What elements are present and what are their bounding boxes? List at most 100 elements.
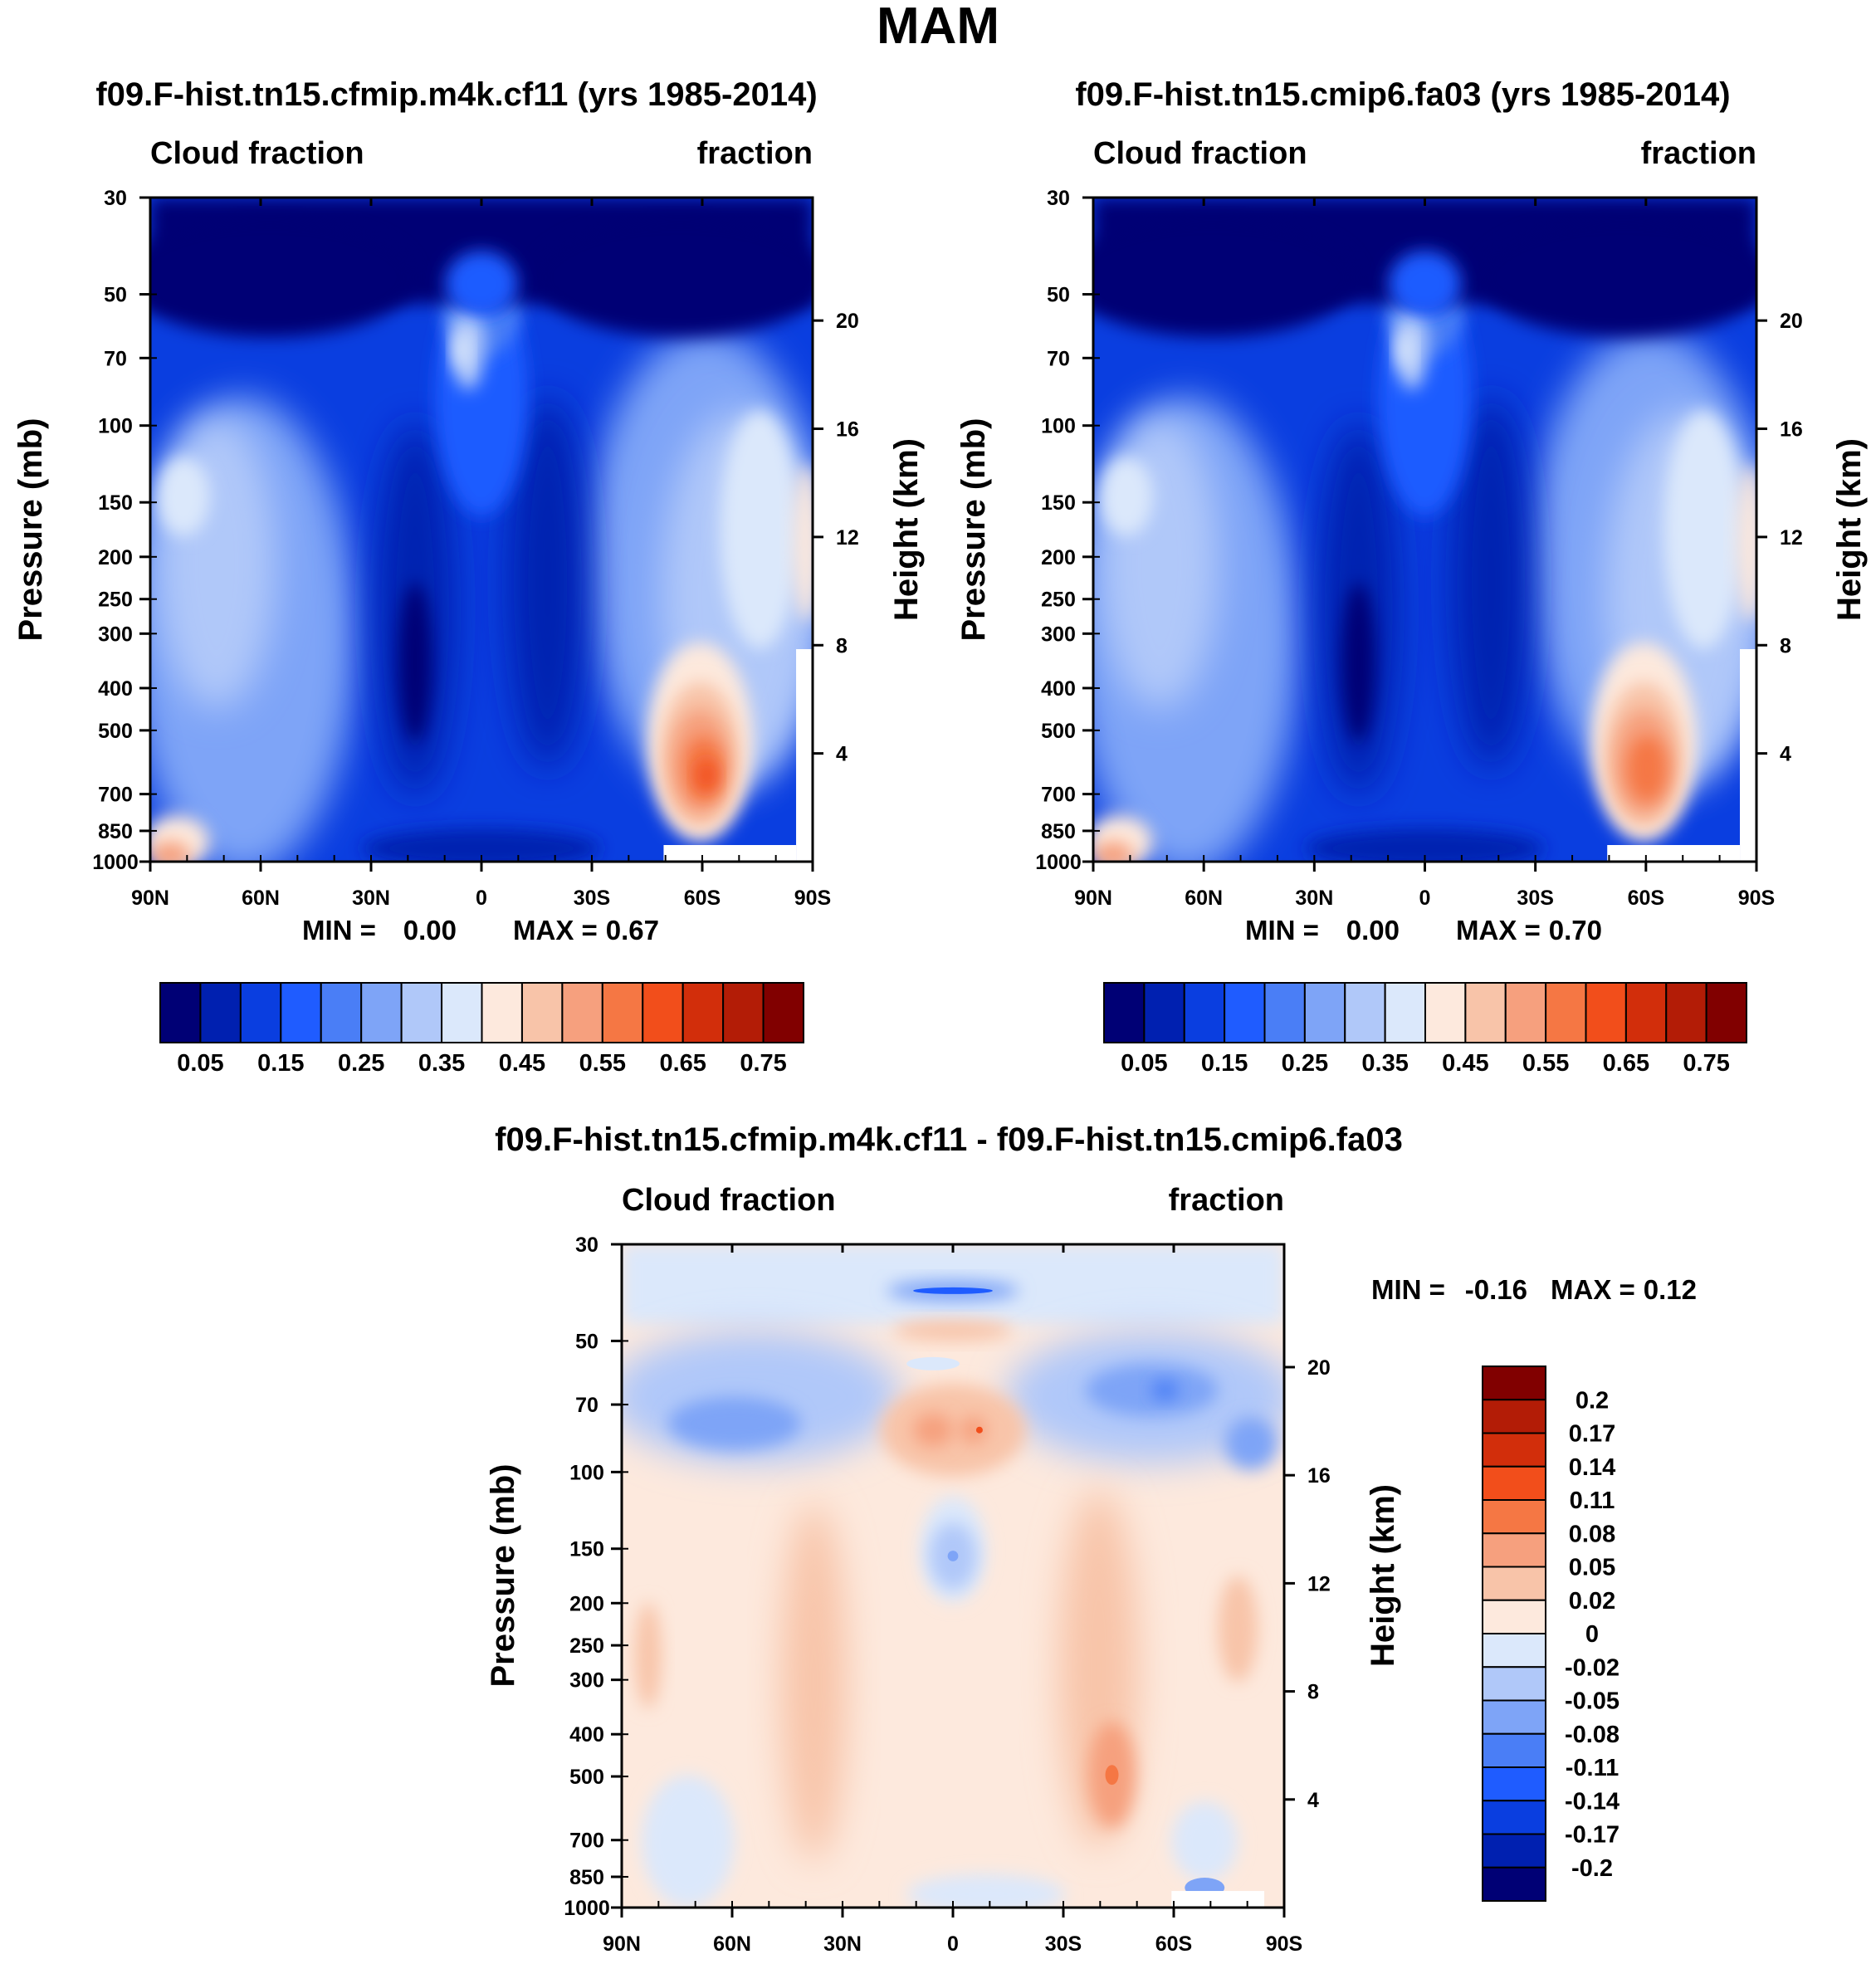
- colorbar-label: 0.11: [1570, 1488, 1615, 1514]
- min-value: 0.00: [1346, 915, 1400, 945]
- colorbar-label: -0.08: [1565, 1722, 1620, 1748]
- colorbar-label: 0.05: [1121, 1050, 1167, 1077]
- y-tick-label: 500: [569, 1766, 604, 1789]
- colorbar-box: [441, 982, 483, 1043]
- y-tick-label: 300: [569, 1669, 604, 1693]
- colorbar: 0.05 0.15 0.25 0.35 0.45 0.55 0.65 0.75: [1103, 982, 1747, 1077]
- contour-field: [622, 1244, 1284, 1908]
- panel-title: f09.F-hist.tn15.cfmip.m4k.cf11 (yrs 1985…: [95, 76, 817, 113]
- colorbar-label: -0.14: [1565, 1788, 1620, 1815]
- contour-region: [959, 1416, 986, 1444]
- contour-region: [150, 217, 416, 337]
- colorbar-box: [1482, 1599, 1546, 1634]
- y-tick-label: 50: [104, 284, 127, 307]
- missing-data: [1171, 1891, 1265, 1908]
- colorbar-box: [520, 982, 564, 1043]
- missing-data: [1607, 845, 1741, 862]
- colorbar-box: [320, 982, 363, 1043]
- y-tick-label: 100: [98, 415, 133, 438]
- x-tick-label: 90N: [131, 887, 169, 910]
- colorbar-box: [1183, 982, 1226, 1043]
- colorbar-box: [1482, 1465, 1546, 1501]
- missing-data: [796, 649, 813, 862]
- y-tick-label: 70: [104, 347, 127, 370]
- contour-region: [453, 330, 470, 370]
- colorbar-box: [642, 982, 684, 1043]
- height-tick-label: 12: [1780, 526, 1803, 550]
- height-tick-label: 20: [1780, 310, 1803, 333]
- colorbar-box: [239, 982, 282, 1043]
- y-tick-label: 30: [575, 1234, 598, 1257]
- contour-region: [534, 217, 813, 337]
- y-tick-label: 100: [569, 1461, 604, 1484]
- colorbar-box: [159, 982, 202, 1043]
- colorbar-box: [1624, 982, 1668, 1043]
- colorbar-box: [400, 982, 443, 1043]
- height-tick-label: 4: [1780, 743, 1791, 766]
- colorbar-box: [1665, 982, 1707, 1043]
- min-label: MIN =: [302, 915, 376, 945]
- colorbar-label: -0.05: [1565, 1688, 1620, 1715]
- y-tick-label: 400: [1041, 677, 1076, 701]
- colorbar-box: [1482, 1499, 1546, 1535]
- min-value: -0.16: [1465, 1274, 1527, 1305]
- colorbar-label: 0.45: [1442, 1050, 1488, 1077]
- contour-field: [150, 198, 813, 862]
- y-tick-label: 500: [1041, 720, 1076, 743]
- contour-region: [1305, 828, 1545, 862]
- contour-region: [780, 1502, 848, 1862]
- contour-region: [1099, 457, 1153, 536]
- y-tick-label: 150: [569, 1538, 604, 1561]
- contour-region: [1627, 735, 1668, 802]
- colorbar: 0.2 0.17 0.14 0.11 0.08 0.05 0.02 0 -0.02 -0.05 -0…: [1482, 1366, 1620, 1902]
- x-tick-label: 30S: [574, 887, 610, 910]
- colorbar-label: 0.65: [659, 1050, 706, 1077]
- colorbar-box: [1482, 1833, 1546, 1869]
- colorbar-box: [1263, 982, 1306, 1043]
- colorbar-box: [1482, 1766, 1546, 1802]
- y-tick-label: 200: [98, 546, 133, 569]
- colorbar-box: [1482, 1732, 1546, 1768]
- panel-title: f09.F-hist.tn15.cfmip.m4k.cf11 - f09.F-h…: [495, 1121, 1403, 1158]
- colorbar-label: 0.55: [1522, 1050, 1569, 1077]
- y-tick-label: 250: [1041, 589, 1076, 612]
- colorbar-box: [1143, 982, 1185, 1043]
- height-tick-label: 20: [836, 310, 859, 333]
- colorbar: 0.05 0.15 0.25 0.35 0.45 0.55 0.65 0.75: [159, 982, 804, 1077]
- max-value: 0.12: [1644, 1274, 1697, 1305]
- colorbar-label: 0.14: [1569, 1454, 1615, 1481]
- y-tick-label: 400: [569, 1723, 604, 1747]
- contour-region: [1451, 397, 1532, 769]
- colorbar-label: 0.17: [1569, 1421, 1615, 1448]
- colorbar-box: [601, 982, 644, 1043]
- colorbar-label: 0.65: [1603, 1050, 1649, 1077]
- y-tick-label: 200: [1041, 546, 1076, 569]
- contour-region: [893, 1320, 1013, 1341]
- x-tick-label: 60N: [242, 887, 280, 910]
- colorbar-label: 0.05: [1569, 1555, 1615, 1581]
- y-tick-label: 850: [569, 1866, 604, 1889]
- colorbar-label: -0.02: [1565, 1654, 1620, 1681]
- contour-region: [913, 1287, 993, 1294]
- panel-title: f09.F-hist.tn15.cmip6.fa03 (yrs 1985-201…: [1075, 76, 1730, 113]
- colorbar-box: [1482, 1399, 1546, 1434]
- contour-region: [667, 1396, 801, 1450]
- left-string: Cloud fraction: [622, 1183, 836, 1218]
- colorbar-box: [1482, 1866, 1546, 1902]
- height-tick-label: 20: [1307, 1356, 1331, 1380]
- height-tick-label: 16: [1780, 418, 1803, 442]
- colorbar-label: 0.15: [257, 1050, 304, 1077]
- y-tick-label: 250: [98, 589, 133, 612]
- x-tick-label: 30S: [1045, 1932, 1082, 1956]
- contour-region: [1085, 1363, 1219, 1417]
- height-axis-label: Height (km): [1831, 438, 1868, 621]
- contour-region: [507, 397, 588, 769]
- colorbar-box: [1224, 982, 1266, 1043]
- contour-region: [696, 759, 717, 792]
- left-string: Cloud fraction: [150, 136, 364, 171]
- right-string: fraction: [697, 136, 813, 171]
- y-axis-label: Pressure (mb): [955, 418, 992, 642]
- y-tick-label: 30: [1047, 187, 1070, 210]
- y-tick-label: 50: [1047, 284, 1070, 307]
